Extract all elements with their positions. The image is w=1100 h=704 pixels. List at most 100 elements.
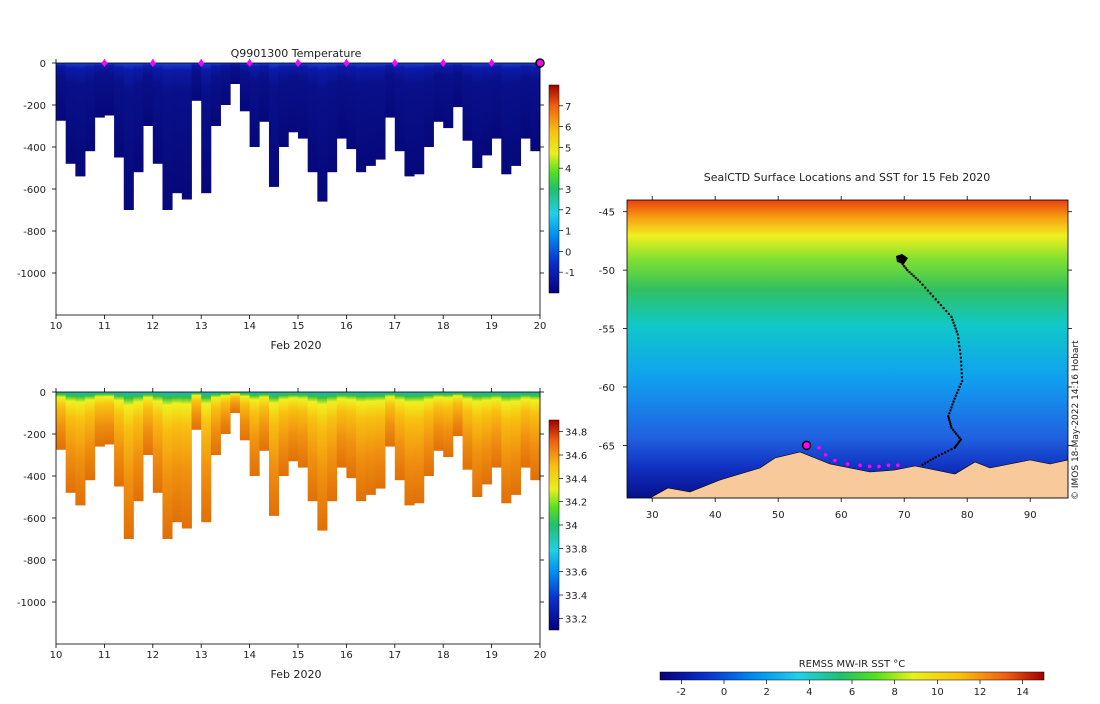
temperature-panel: Q9901300 Temperature 10 11 12 13 14 15 16 17 18 1… [17,47,575,352]
salinity-x-ticks: 10 11 12 13 14 15 16 17 18 19 20 [50,388,546,661]
salinity-x-tick-label: 15 [292,650,305,661]
salinity-x-tick-label: 11 [98,650,111,661]
temperature-colorbar-tick-label: 6 [565,123,571,134]
salinity-x-tick-label: 13 [195,650,208,661]
temperature-profile-column [481,63,492,156]
map-y-ticks: -45 -50 -55 -60 -65 [599,208,1072,452]
map-x-tick-label: 80 [961,510,974,521]
temperature-profile-column [268,63,280,187]
track-point [947,449,950,453]
profile-marker [246,59,253,67]
salinity-profile-column [249,392,260,476]
salinity-profile-column [423,392,434,476]
profile-location [896,463,900,468]
temperature-field [56,63,541,210]
salinity-profile-column [394,392,405,481]
sst-field [627,200,1068,498]
temperature-x-tick-label: 20 [534,321,547,332]
track-point [896,257,900,260]
temperature-x-tick-label: 19 [485,321,498,332]
temperature-x-tick-label: 17 [388,321,401,332]
temperature-x-tick-label: 14 [243,321,256,332]
track-point [940,452,944,456]
salinity-panel: 10 11 12 13 14 15 16 17 18 19 20 0 -200 -400 -600 -800… [17,388,587,681]
map-x-tick-label: 50 [772,510,785,521]
map-x-tick-label: 90 [1024,510,1037,521]
profile-marker [101,59,108,67]
track-point [960,376,964,379]
profile-marker [149,59,156,67]
temperature-colorbar-tick-label: 1 [565,227,571,238]
salinity-profile-column [239,392,250,441]
track-point [953,397,956,400]
track-point [960,368,963,371]
track-point [912,274,915,278]
salinity-xlabel: Feb 2020 [271,668,322,681]
track-point [960,372,963,375]
track-point [942,306,945,310]
salinity-profile-column [501,392,512,504]
temperature-profile-column [278,63,289,147]
salinity-profile-column [452,392,463,437]
temperature-profile-column [220,63,231,105]
map-y-tick-label: -60 [599,383,615,394]
track-point [950,406,953,409]
temperature-profile-column [123,63,134,210]
salinity-profile-column [375,392,386,489]
sst-colorbar [659,671,1045,681]
track-point [952,321,955,324]
salinity-profile-column [162,392,173,539]
track-point [926,460,930,463]
track-point [934,298,937,301]
salinity-y-tick-label: -1000 [17,598,46,609]
last-surface-position [801,440,812,451]
salinity-profile-column [317,392,328,531]
salinity-profile-column [278,392,289,476]
track-point [948,418,951,422]
temperature-profile-column [394,63,405,152]
salinity-profile-column [462,392,473,470]
temperature-profile-column [336,63,347,139]
temperature-profile-column [443,63,454,129]
salinity-colorbar-tick-label: 33.6 [565,568,587,579]
salinity-colorbar-tick-label: 34.2 [565,498,587,509]
track-point [914,276,917,280]
map-x-tick-label: 70 [898,510,911,521]
track-point [899,261,903,264]
sst-colorbar-tick-label: 8 [891,687,897,698]
temperature-profile-column [298,63,309,139]
track-point [960,364,963,367]
kerguelen-island [896,254,908,264]
track-point [924,286,927,289]
track-point [948,412,951,415]
profile-marker [488,59,495,67]
track-point [956,333,959,336]
temperature-profile-column [404,63,415,177]
salinity-profile-column [307,392,318,502]
sst-colorbar-tick-label: 0 [721,687,727,698]
temperature-colorbar-ticks: 7 6 5 4 3 2 1 0 -1 [559,102,575,279]
track-point [951,318,954,321]
temperature-profile-column [356,63,367,173]
temperature-profile-column [510,63,522,166]
track-point [950,448,953,451]
track-point [898,259,901,262]
salinity-x-tick-label: 18 [437,650,450,661]
track-point [945,309,948,313]
salinity-colorbar-tick-label: 34 [565,521,578,532]
temperature-colorbar-tick-label: 2 [565,206,571,217]
salinity-profile-column [298,392,309,468]
salinity-profile-column [385,392,396,447]
salinity-profile-column [123,392,134,539]
salinity-x-tick-label: 12 [146,650,159,661]
track-point [908,270,911,274]
temperature-profile-column [191,63,202,101]
temperature-profile-column [346,63,357,150]
salinity-colorbar [548,419,560,631]
salinity-x-tick-label: 17 [388,650,401,661]
salinity-profile-column [443,392,454,458]
salinity-profile-column [210,392,221,455]
temperature-profile-column [162,63,173,210]
temperature-y-tick-label: -800 [23,227,46,238]
